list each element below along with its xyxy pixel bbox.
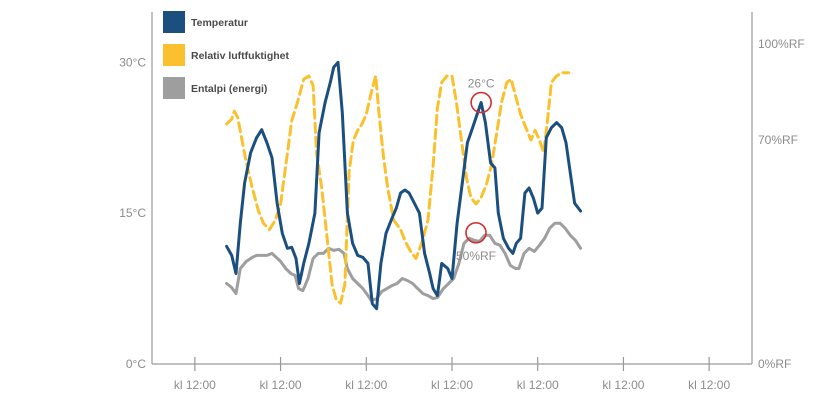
series-line-relativ-luftfuktighet	[225, 71, 571, 305]
annotation-layer: 26°C 50%RF	[456, 77, 496, 263]
legend-label: Relativ luftfuktighet	[191, 50, 290, 62]
legend-swatch	[163, 11, 185, 33]
y-right-tick-label: 0%RF	[758, 357, 791, 371]
x-tick-label: kl 12:00	[431, 378, 473, 392]
axes: kl 12:00 kl 12:00 kl 12:00 kl 12:00 kl 12:00…	[119, 12, 805, 392]
legend-swatch	[163, 44, 185, 66]
series-line-temperatur	[225, 60, 583, 311]
series-layer	[225, 60, 583, 311]
x-tick-label: kl 12:00	[174, 378, 216, 392]
y-left-tick-label: 0°C	[126, 357, 146, 371]
x-tick-label: kl 12:00	[345, 378, 387, 392]
y-left-tick-label: 15°C	[119, 206, 146, 220]
x-tick-label: kl 12:00	[260, 378, 302, 392]
annotation-label: 50%RF	[456, 249, 496, 263]
y-left-tick-label: 30°C	[119, 55, 146, 69]
legend-swatch	[163, 77, 185, 99]
legend-label: Temperatur	[191, 17, 248, 29]
legend-label: Entalpi (energi)	[191, 83, 267, 95]
y-right-tick-label: 100%RF	[758, 37, 805, 51]
x-tick-label: kl 12:00	[602, 378, 644, 392]
annotation-marker	[465, 222, 487, 244]
x-tick-label: kl 12:00	[517, 378, 559, 392]
annotation-label: 26°C	[468, 77, 495, 91]
x-tick-label: kl 12:00	[688, 378, 730, 392]
y-right-tick-label: 70%RF	[758, 133, 798, 147]
legend: Temperatur Relativ luftfuktighet Entalpi (…	[163, 11, 290, 99]
annotation-marker	[470, 91, 492, 114]
series-line-entalpi-energi	[225, 221, 583, 303]
